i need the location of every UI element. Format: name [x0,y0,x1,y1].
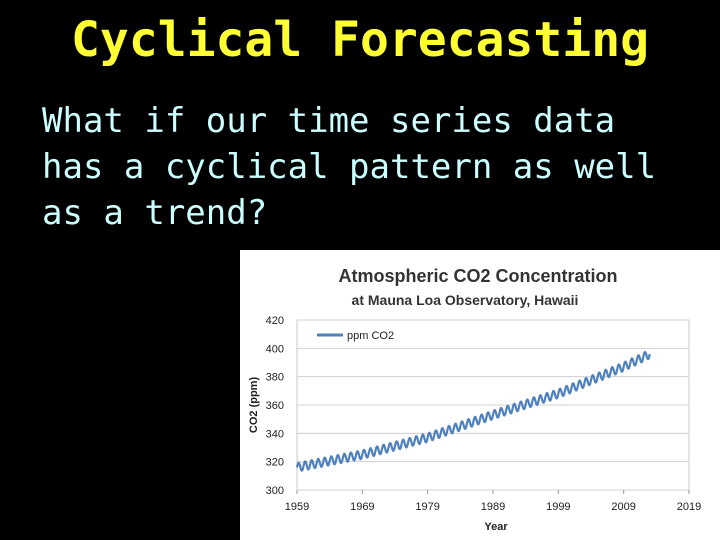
x-axis-label: Year [484,521,508,533]
y-tick-label: 420 [266,315,284,327]
x-tick-label: 1989 [481,501,505,513]
x-tick-label: 1979 [415,501,439,513]
y-tick-label: 340 [266,428,284,440]
y-tick-label: 320 [266,457,284,469]
y-tick-label: 300 [266,485,284,497]
x-tick-label: 1969 [350,501,374,513]
chart-subtitle: at Mauna Loa Observatory, Hawaii [352,292,579,308]
x-tick-label: 2019 [677,501,701,513]
x-tick-label: 2009 [611,501,635,513]
co2-line-chart: Atmospheric CO2 Concentration at Mauna L… [248,266,701,533]
legend-label: ppm CO2 [347,330,394,342]
x-tick-label: 1999 [546,501,570,513]
series-line-ppm-co2 [295,351,651,472]
chart-panel: Atmospheric CO2 Concentration at Mauna L… [240,250,720,540]
y-tick-label: 400 [266,343,284,355]
chart-title: Atmospheric CO2 Concentration [338,266,617,286]
y-tick-label: 360 [266,400,284,412]
x-tick-label: 1959 [285,501,309,513]
slide-subtitle: What if our time series data has a cycli… [42,101,657,233]
slide-title: Cyclical Forecasting [71,12,649,68]
y-tick-label: 380 [266,372,284,384]
y-axis-label: CO2 (ppm) [248,377,260,434]
